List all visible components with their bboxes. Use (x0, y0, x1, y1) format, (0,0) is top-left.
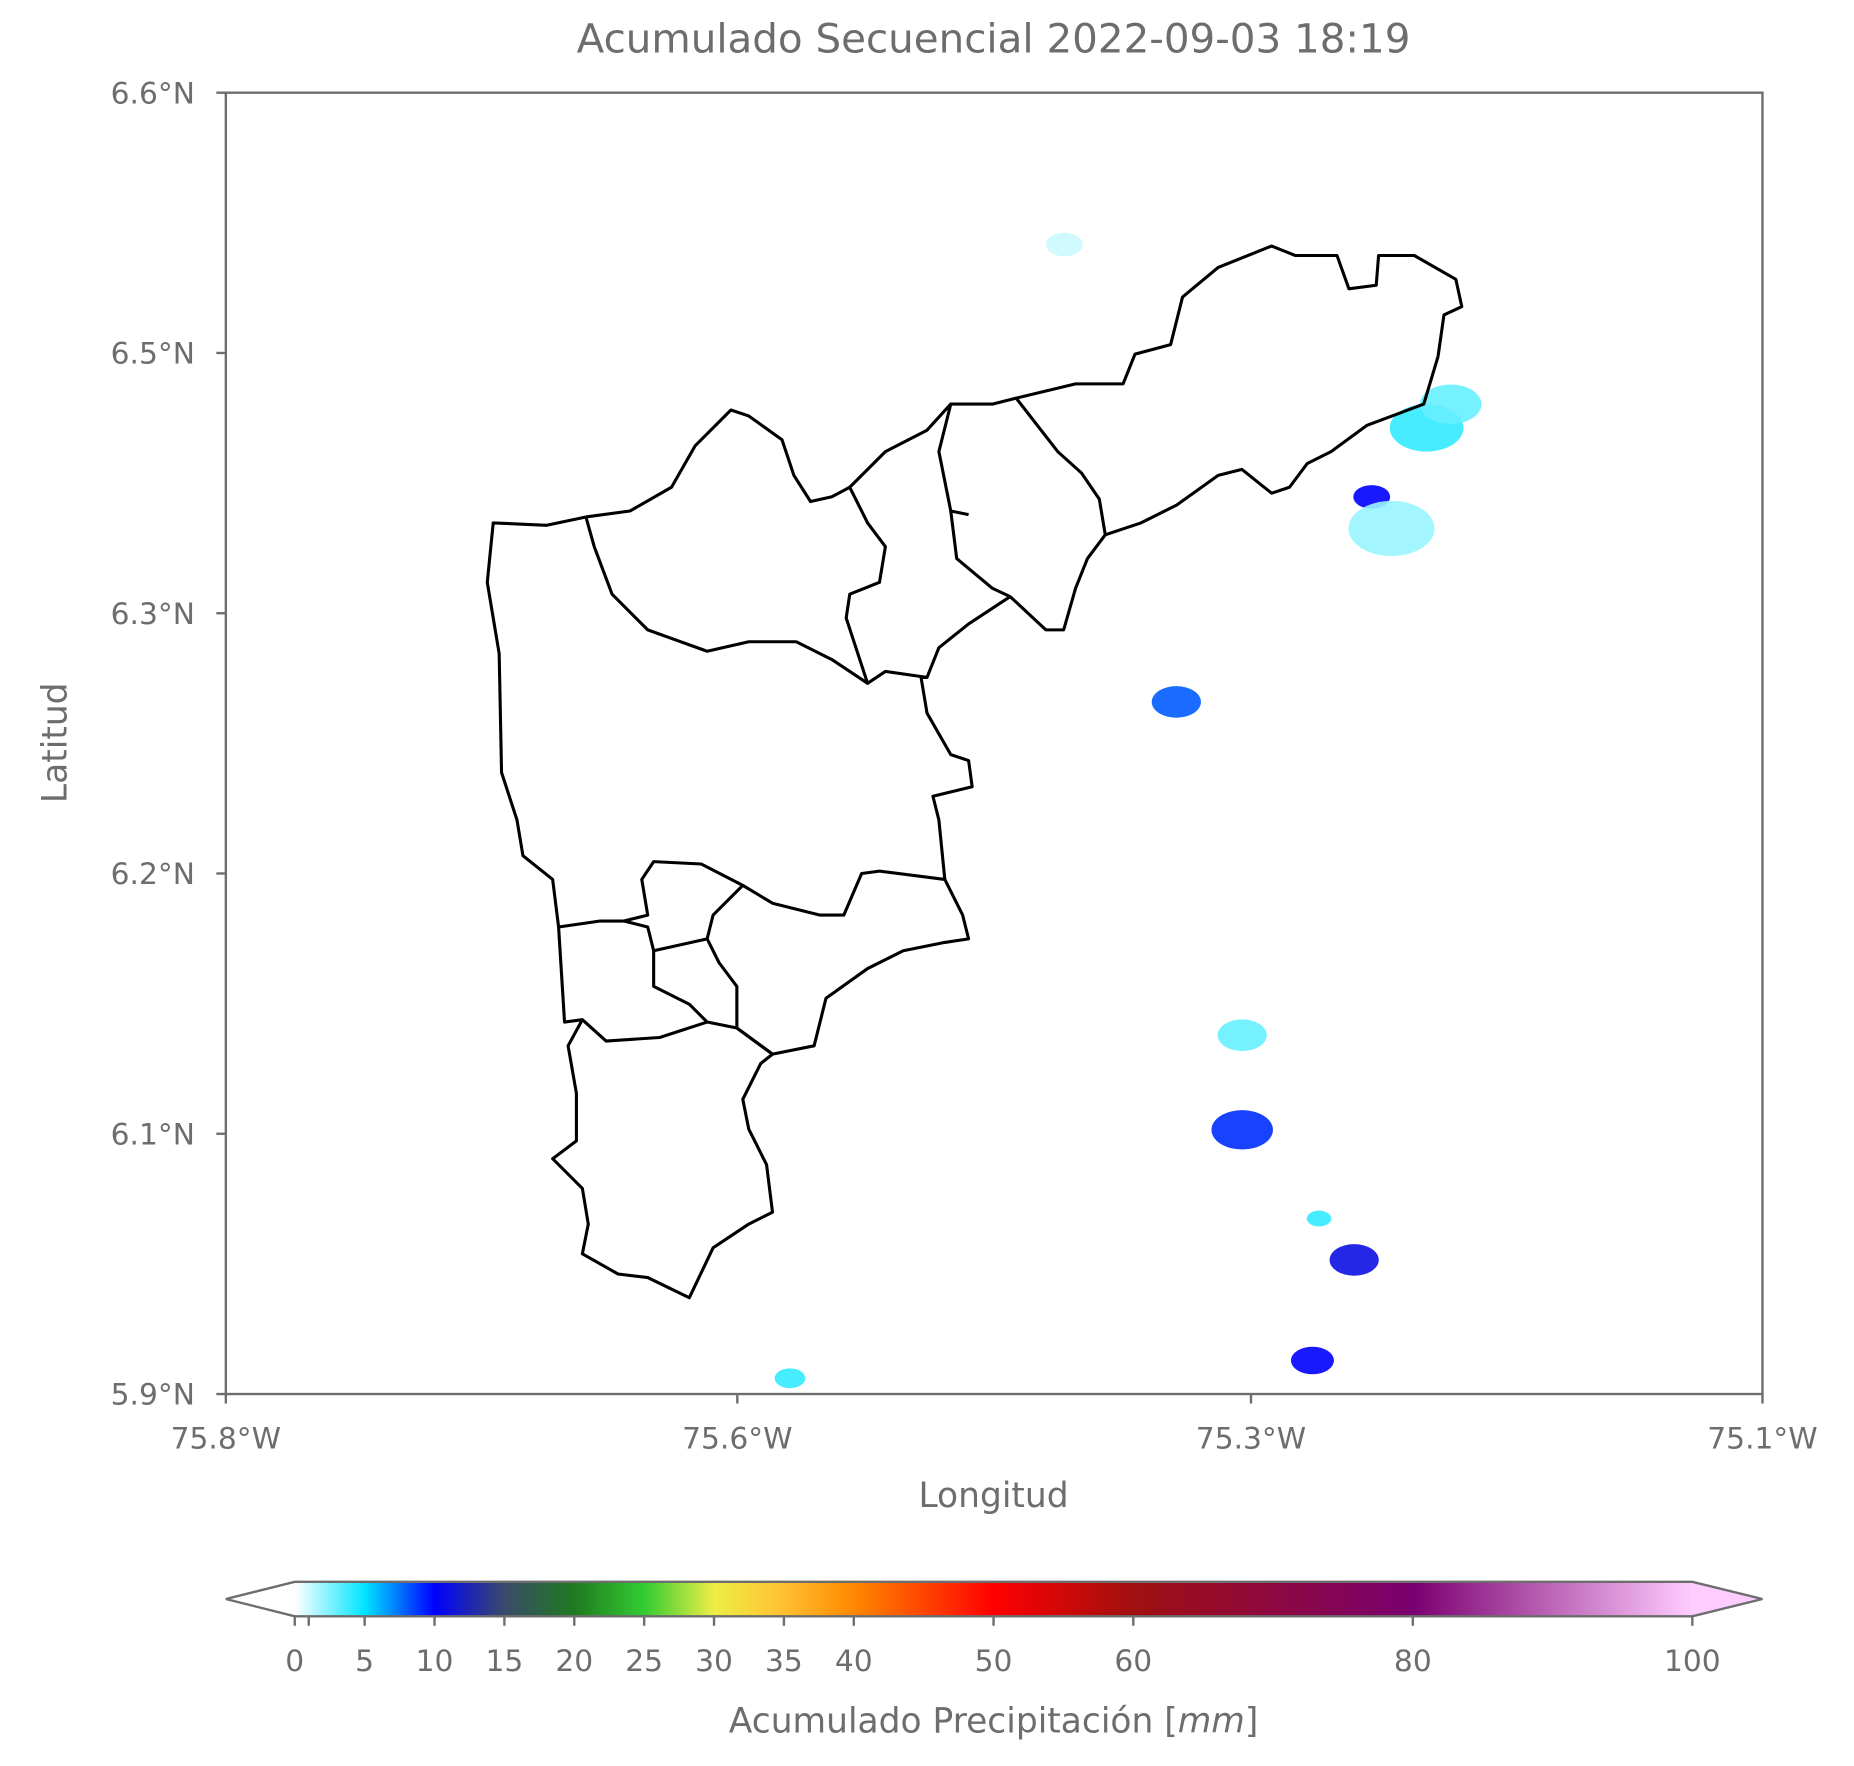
colorbar-label: Acumulado Precipitación [mm] (729, 1702, 1258, 1742)
colorbar-tick-label: 5 (355, 1644, 374, 1679)
colorbar-tick-label: 35 (765, 1644, 803, 1679)
rain-cell (1329, 1244, 1379, 1276)
rain-cell (1045, 232, 1083, 257)
precipitation-layer (774, 232, 1482, 1389)
rain-cell (1151, 686, 1201, 718)
y-tick-label: 6.2°N (111, 857, 195, 892)
rain-cell (1217, 1019, 1267, 1051)
y-tick-label: 6.6°N (111, 76, 195, 111)
map-title: Acumulado Secuencial 2022-09-03 18:19 (577, 14, 1411, 62)
y-tick-label: 6.3°N (111, 597, 195, 632)
colorbar-tick-label: 0 (285, 1644, 304, 1679)
colorbar-tick-label: 80 (1394, 1644, 1432, 1679)
border (584, 408, 869, 685)
colorbar-tick-label: 50 (975, 1644, 1013, 1679)
colorbar-tick-label: 30 (695, 1644, 733, 1679)
border (485, 515, 974, 929)
colorbar-tick-label: 25 (625, 1644, 663, 1679)
y-tick-label: 5.9°N (111, 1378, 195, 1413)
border (551, 1018, 775, 1300)
border (557, 919, 738, 1043)
rain-cell (1211, 1110, 1273, 1150)
x-tick-label: 75.3°W (1196, 1422, 1306, 1457)
rain-cell (1348, 500, 1435, 557)
colorbar-label-text: Acumulado Precipitación [ (729, 1702, 1178, 1742)
rain-cell (1290, 1346, 1334, 1375)
y-tick-label: 6.1°N (111, 1117, 195, 1152)
rain-cell (1420, 384, 1482, 424)
border (844, 403, 1012, 685)
colorbar (294, 1581, 1693, 1617)
rain-cell (1306, 1210, 1332, 1227)
x-tick-label: 75.6°W (682, 1422, 792, 1457)
x-axis-label: Longitud (918, 1476, 1068, 1516)
colorbar-tick-label: 10 (416, 1644, 454, 1679)
colorbar-tick-label: 60 (1114, 1644, 1152, 1679)
y-axis-label: Latitud (36, 682, 76, 803)
y-tick-label: 6.5°N (111, 337, 195, 372)
border (937, 396, 1107, 632)
border (1014, 244, 1464, 537)
municipality-borders (485, 244, 1464, 1300)
axes-frame (224, 91, 1764, 1396)
colorbar-label-end: ] (1245, 1702, 1258, 1742)
rain-cell (774, 1368, 806, 1389)
x-tick-label: 75.8°W (171, 1422, 281, 1457)
colorbar-label-unit: mm (1178, 1702, 1245, 1742)
colorbar-tick-label: 20 (555, 1644, 593, 1679)
border (705, 878, 971, 1056)
colorbar-tick-label: 40 (835, 1644, 873, 1679)
colorbar-tick-label: 15 (485, 1644, 523, 1679)
colorbar-tick-label: 100 (1664, 1644, 1721, 1679)
colorbar-extend-min (225, 1581, 295, 1617)
colorbar-extend-max (1692, 1581, 1763, 1617)
x-tick-label: 75.1°W (1707, 1422, 1817, 1457)
